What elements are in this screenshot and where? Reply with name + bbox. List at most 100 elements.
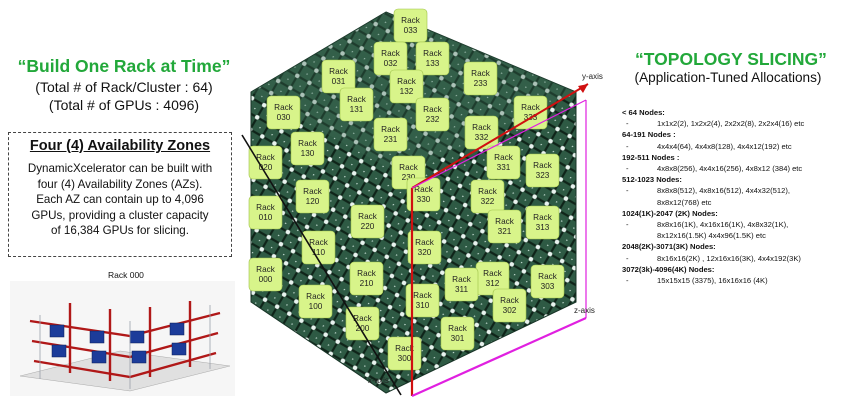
availability-zones-title: Four (4) Availability Zones <box>29 138 211 154</box>
rack-000-caption: Rack 000 <box>108 270 144 280</box>
rack-label: Rack <box>329 67 349 76</box>
topology-value-row: - 4x4x4(64), 4x4x8(128), 4x4x12(192) etc <box>622 141 847 152</box>
rack-id: 031 <box>332 77 346 86</box>
rack-id: 301 <box>451 334 465 343</box>
rack-id: 322 <box>481 197 495 206</box>
rack-tile-box <box>525 153 560 188</box>
rack-id: 331 <box>497 163 511 172</box>
az-desc-line: Each AZ can contain up to 4,096 <box>36 193 204 206</box>
rack-tile-box <box>464 115 499 150</box>
rack-id: 233 <box>474 79 488 88</box>
rack-id: 032 <box>384 59 398 68</box>
rack-id: 312 <box>486 279 500 288</box>
rack-tile-box <box>487 209 522 244</box>
rack-id: 311 <box>455 285 468 294</box>
rack-id: 130 <box>301 149 315 158</box>
rack-id: 332 <box>475 133 489 142</box>
rack-id: 100 <box>309 302 323 311</box>
topology-slicing-subtitle: (Application-Tuned Allocations) <box>634 70 822 85</box>
rack-id: 313 <box>536 223 550 232</box>
rack-label: Rack <box>399 163 419 172</box>
rack-tile-box <box>339 87 374 122</box>
z-axis-line <box>411 316 587 398</box>
topology-category: 512-1023 Nodes: <box>622 175 682 185</box>
topology-bullet: - <box>626 276 629 286</box>
az-desc-line: GPUs, providing a cluster capacity <box>31 208 209 222</box>
rack-tile-box <box>415 41 450 76</box>
rack-id: 230 <box>402 173 416 182</box>
topology-category: 64-191 Nodes : <box>622 130 676 140</box>
total-gpus-text: (Total # of GPUs : 4096) <box>48 97 200 113</box>
rack-label: Rack <box>533 213 553 222</box>
rack-id: 231 <box>384 135 398 144</box>
rack-tile-box <box>349 261 384 296</box>
rack-tile-box <box>248 145 283 180</box>
rack-tile-box <box>463 61 498 96</box>
rack-label: Rack <box>357 269 377 278</box>
topology-value-row: 8x12x16(1.5K) 4x4x96(1.5K) etc <box>622 230 847 241</box>
az-desc-line: four (4) Availability Zones (AZs). <box>37 177 203 191</box>
rack-id: 120 <box>306 197 320 206</box>
topology-value-row: - 8x8x16(1K), 4x16x16(1K), 4x8x32(1K), <box>622 219 847 230</box>
rack-id: 210 <box>360 279 374 288</box>
rack-label: Rack <box>397 77 417 86</box>
topology-value: 4x8x8(256), 4x4x16(256), 4x8x12 (384) et… <box>657 164 803 174</box>
rack-label: Rack <box>478 187 498 196</box>
topology-value: 8x16x16(2K) , 12x16x16(3K), 4x4x192(3K) <box>657 253 801 263</box>
topology-category: < 64 Nodes: <box>622 108 665 117</box>
rack-label: Rack <box>256 265 276 274</box>
rack-tile-box <box>525 205 560 240</box>
rack-tile-box <box>393 8 428 43</box>
rack-tile-box <box>248 257 283 292</box>
rack-label: Rack <box>494 153 514 162</box>
rack-id: 310 <box>416 301 430 310</box>
z-axis-label: z-axis <box>574 306 595 315</box>
rack-tile-box <box>530 264 565 299</box>
rack-tile-box <box>373 117 408 152</box>
topology-bullet: - <box>626 164 629 174</box>
rack-tile-box <box>295 179 330 214</box>
rack-tile-box <box>350 204 385 239</box>
topology-category: 3072(3k)-4096(4K) Nodes: <box>622 264 715 274</box>
rack-id: 010 <box>259 213 273 222</box>
rack-id: 302 <box>503 306 517 315</box>
rack-label: Rack <box>423 49 443 58</box>
topology-value: 4x4x4(64), 4x4x8(128), 4x4x12(192) etc <box>657 141 792 151</box>
rack-label: Rack <box>353 314 373 323</box>
rack-label: Rack <box>381 125 401 134</box>
topology-value-row: - 4x8x8(256), 4x4x16(256), 4x8x12 (384) e… <box>622 163 847 174</box>
rack-tile-box <box>407 230 442 265</box>
x-axis-label: x-axis <box>368 376 389 385</box>
rack-id: 200 <box>356 324 370 333</box>
rack-id: 330 <box>417 195 431 204</box>
rack-id: 020 <box>259 163 273 172</box>
rack-label: Rack <box>483 269 503 278</box>
rack-label: Rack <box>415 238 435 247</box>
rack-id: 132 <box>400 87 414 96</box>
topology-value: 8x8x8(512), 4x8x16(512), 4x4x32(512), <box>657 186 790 196</box>
rack-label: Rack <box>423 105 443 114</box>
rack-label: Rack <box>495 217 515 226</box>
rack-id: 321 <box>498 227 512 236</box>
z-axis-line-upper <box>411 99 587 189</box>
rack-label: Rack <box>533 161 553 170</box>
rack-label: Rack <box>413 291 433 300</box>
